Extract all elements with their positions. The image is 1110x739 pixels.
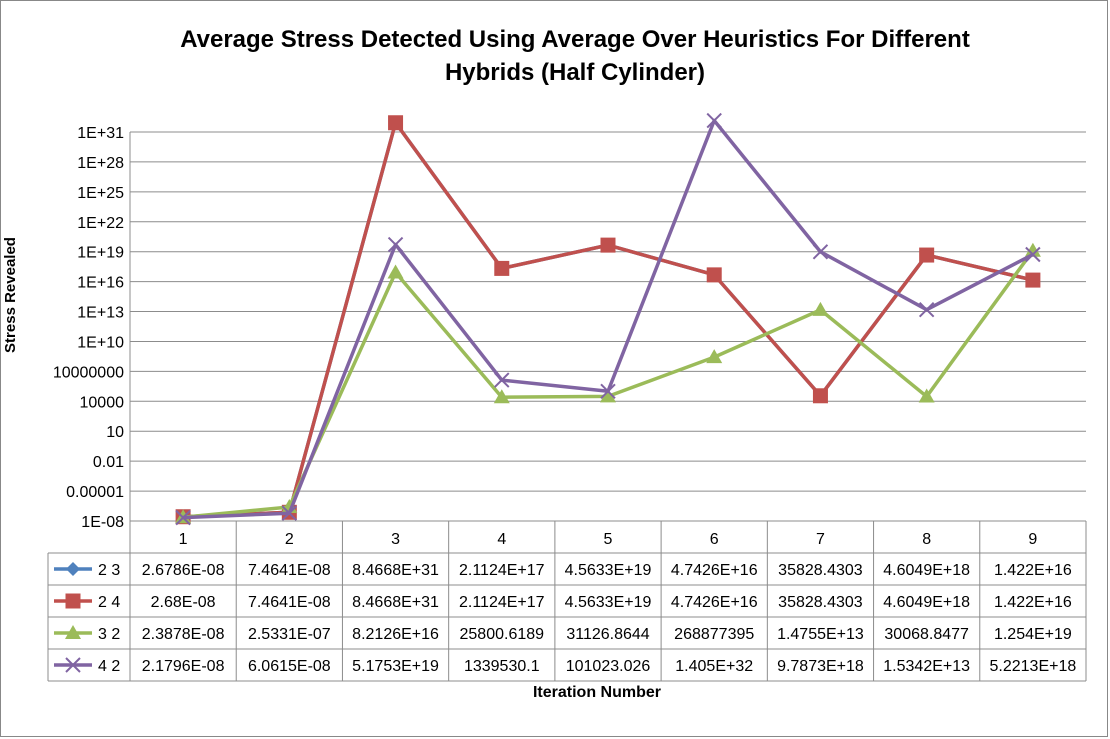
marker-x xyxy=(812,244,829,260)
table-cell-value: 1.4755E+13 xyxy=(777,626,864,643)
table-cell-value: 2.1796E-08 xyxy=(142,658,225,675)
marker-x xyxy=(65,657,81,673)
table-cell-value: 4.7426E+16 xyxy=(671,562,758,579)
table-cell-value: 2.1124E+17 xyxy=(459,594,545,611)
table-cell-value: 1.254E+19 xyxy=(994,626,1072,643)
marker-square xyxy=(706,267,722,283)
table-cell-value: 4.6049E+18 xyxy=(883,594,970,611)
table-cell-value: 35828.4303 xyxy=(778,562,863,579)
y-tick-label: 1E+28 xyxy=(77,155,124,172)
y-tick-label: 1E+10 xyxy=(77,334,124,351)
table-cell-value: 4.7426E+16 xyxy=(671,594,758,611)
x-category-label: 4 xyxy=(497,531,506,548)
marker-x xyxy=(1025,246,1041,263)
marker-diamond xyxy=(66,562,80,576)
y-tick-label: 0.01 xyxy=(93,454,124,471)
table-cell-value: 30068.8477 xyxy=(884,626,969,643)
marker-x xyxy=(600,383,616,399)
y-tick-label: 10000000 xyxy=(53,364,124,381)
chart-title-line-2: Hybrids (Half Cylinder) xyxy=(444,59,706,86)
legend-series-name: 2 4 xyxy=(98,594,120,611)
marker-x xyxy=(281,505,298,521)
x-category-label: 1 xyxy=(179,531,188,548)
marker-triangle xyxy=(600,388,616,403)
marker-square xyxy=(1025,272,1041,288)
table-cell-value: 2.68E-08 xyxy=(151,594,216,611)
marker-square xyxy=(388,115,404,131)
table-cell-value: 5.2213E+18 xyxy=(990,658,1077,675)
table-cell-value: 4.5633E+19 xyxy=(565,562,652,579)
legend-series-name: 3 2 xyxy=(98,626,120,643)
marker-x xyxy=(706,112,722,129)
marker-triangle xyxy=(493,389,510,404)
table-cell-value: 2.6786E-08 xyxy=(142,562,225,579)
x-category-label: 3 xyxy=(391,531,400,548)
table-cell-value: 31126.8644 xyxy=(566,626,649,643)
table-cell-value: 4.6049E+18 xyxy=(883,562,970,579)
table-cell-value: 1.422E+16 xyxy=(994,594,1072,611)
marker-triangle xyxy=(387,264,404,279)
y-tick-label: 1E+16 xyxy=(77,275,124,292)
table-cell-value: 25800.6189 xyxy=(460,626,545,643)
y-tick-label: 1E+19 xyxy=(77,245,124,262)
marker-x xyxy=(175,509,191,526)
marker-square xyxy=(65,593,81,609)
y-tick-label: 10 xyxy=(106,424,124,441)
x-category-label: 8 xyxy=(922,531,931,548)
marker-triangle xyxy=(812,301,829,316)
marker-x xyxy=(494,372,510,388)
marker-square xyxy=(812,388,828,404)
table-cell-value: 8.4668E+31 xyxy=(352,594,439,611)
marker-x xyxy=(918,301,935,318)
table-cell-value: 7.4641E-08 xyxy=(248,594,331,611)
table-cell-value: 8.4668E+31 xyxy=(352,562,439,579)
table-cell-value: 1.5342E+13 xyxy=(883,658,970,675)
series-line-3-2 xyxy=(182,249,1035,519)
x-category-label: 5 xyxy=(604,531,613,548)
y-tick-label: 1E-08 xyxy=(81,514,124,531)
y-tick-label: 10000 xyxy=(80,394,125,411)
legend-series-name: 4 2 xyxy=(98,658,120,675)
y-tick-label: 0.00001 xyxy=(66,484,124,501)
table-cell-value: 6.0615E-08 xyxy=(248,658,331,675)
marker-triangle xyxy=(918,388,935,403)
legend-series-name: 2 3 xyxy=(98,562,120,579)
table-cell-value: 7.4641E-08 xyxy=(248,562,331,579)
table-cell-value: 9.7873E+18 xyxy=(777,658,864,675)
x-axis-label: Iteration Number xyxy=(532,684,661,701)
table-cell-value: 8.2126E+16 xyxy=(352,626,439,643)
table-cell-value: 1.422E+16 xyxy=(994,562,1072,579)
table-cell-value: 1339530.1 xyxy=(464,658,540,675)
table-cell-value: 5.1753E+19 xyxy=(352,658,439,675)
marker-x xyxy=(387,236,404,253)
y-tick-label: 1E+22 xyxy=(77,215,124,232)
marker-square xyxy=(919,247,935,263)
table-cell-value: 2.1124E+17 xyxy=(459,562,545,579)
y-tick-label: 1E+13 xyxy=(77,305,124,322)
y-tick-label: 1E+25 xyxy=(77,185,124,202)
table-cell-value: 2.3878E-08 xyxy=(142,626,225,643)
series-line-4-2 xyxy=(183,118,1034,520)
x-category-label: 6 xyxy=(710,531,719,548)
marker-triangle xyxy=(65,625,81,639)
marker-square xyxy=(494,260,510,276)
marker-square xyxy=(600,237,616,253)
x-category-label: 2 xyxy=(285,531,294,548)
table-cell-value: 4.5633E+19 xyxy=(565,594,652,611)
x-category-label: 9 xyxy=(1028,531,1037,548)
marker-triangle xyxy=(1024,242,1041,257)
table-cell-value: 1.405E+32 xyxy=(675,658,753,675)
table-cell-value: 268877395 xyxy=(674,626,754,643)
marker-triangle xyxy=(706,349,723,364)
y-tick-label: 1E+31 xyxy=(77,125,124,142)
table-cell-value: 35828.4303 xyxy=(778,594,863,611)
table-cell-value: 101023.026 xyxy=(566,658,651,675)
table-cell-value: 2.5331E-07 xyxy=(248,626,331,643)
chart-title-line-1: Average Stress Detected Using Average Ov… xyxy=(180,26,970,53)
x-category-label: 7 xyxy=(816,531,825,548)
